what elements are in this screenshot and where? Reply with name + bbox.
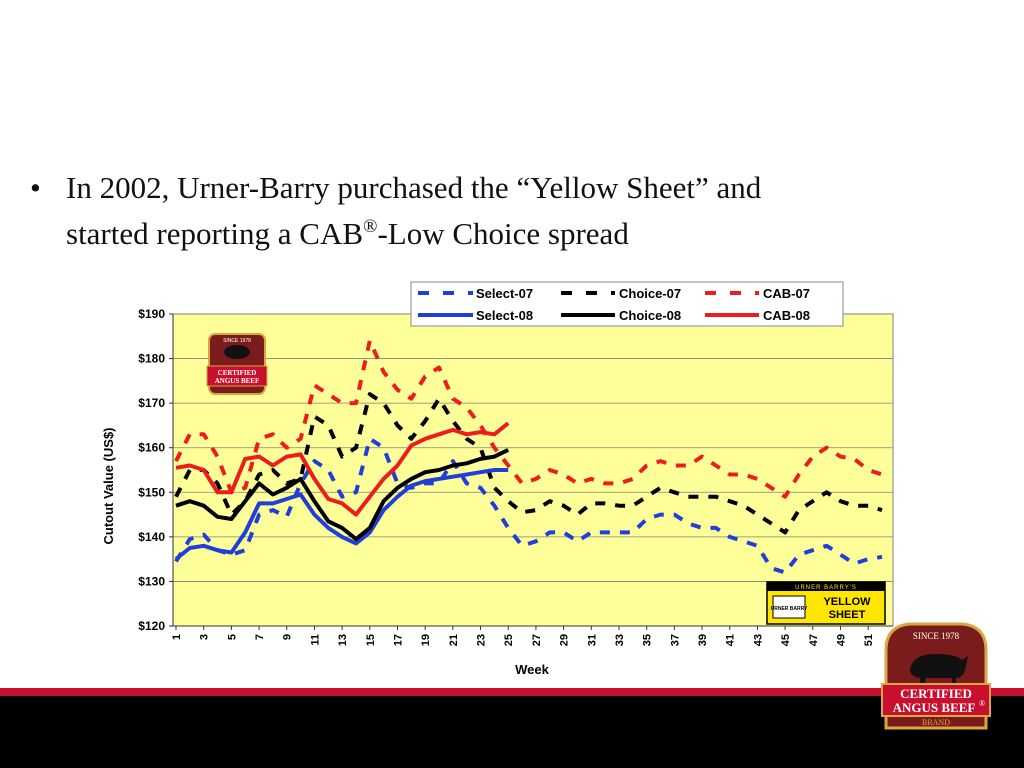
y-tick-label: $140	[138, 530, 165, 544]
steer-icon	[224, 345, 250, 359]
footer-red-stripe	[0, 688, 1024, 696]
bullet-text: In 2002, Urner-Barry purchased the “Yell…	[66, 165, 761, 257]
y-tick-label: $180	[138, 352, 165, 366]
x-tick-label: 33	[614, 634, 626, 646]
yellow-sheet-word-1: YELLOW	[823, 596, 871, 608]
x-tick-label: 13	[337, 634, 349, 646]
y-axis-label: Cutout Value (US$)	[101, 427, 116, 544]
x-tick-label: 29	[559, 634, 571, 646]
plot-area	[172, 313, 894, 627]
x-tick-label: 41	[725, 634, 737, 646]
x-tick-label: 49	[835, 634, 847, 646]
x-axis: 1 3 5 7 9 11 13 15 17 19 21 23 25 27 29 31 33 35 37 39 41 43 4…	[171, 625, 893, 646]
x-tick-label: 7	[254, 634, 266, 640]
registered-mark: ®	[363, 216, 378, 237]
legend-label-cab-08: CAB-08	[763, 308, 810, 323]
y-tick-label: $160	[138, 441, 165, 455]
x-tick-label: 31	[586, 634, 598, 646]
cab-small-line2: ANGUS BEEF	[215, 377, 260, 385]
x-tick-label: 11	[309, 634, 321, 646]
x-tick-label: 21	[448, 634, 460, 646]
legend-label-select-08: Select-08	[476, 308, 533, 323]
x-axis-label: Week	[515, 662, 549, 677]
x-tick-label: 27	[531, 634, 543, 646]
y-tick-label: $190	[138, 307, 165, 321]
cab-logo-brand: BRAND	[922, 718, 950, 727]
x-tick-label: 25	[503, 634, 515, 646]
y-tick-label: $120	[138, 619, 165, 633]
x-tick-label: 17	[392, 634, 404, 646]
steer-icon	[910, 654, 968, 688]
series-line-select-08	[174, 468, 509, 561]
x-tick-label: 35	[642, 634, 654, 646]
legend-label-choice-07: Choice-07	[619, 286, 681, 301]
footer-black-bar	[0, 696, 1024, 768]
x-tick-label: 37	[669, 634, 681, 646]
series	[174, 338, 883, 575]
y-axis: $120 $130 $140 $150 $160 $170 $180 $190	[138, 307, 174, 633]
bullet-point: • In 2002, Urner-Barry purchased the “Ye…	[30, 165, 990, 257]
x-tick-label: 19	[420, 634, 432, 646]
yellow-sheet-logo: URNER BARRY'S URNER BARRY YELLOW SHEET	[766, 581, 886, 625]
yellow-sheet-small: URNER BARRY	[771, 606, 808, 612]
legend-label-cab-07: CAB-07	[763, 286, 810, 301]
cab-small-since: SINCE 1978	[223, 338, 251, 344]
x-tick-label: 43	[752, 634, 764, 646]
cab-logo-reg: ®	[979, 699, 985, 708]
cab-logo-line2: ANGUS BEEF	[893, 700, 976, 715]
series-line-cab-08	[175, 421, 510, 517]
legend-label-choice-08: Choice-08	[619, 308, 681, 323]
bullet-line-2-prefix: started reporting a CAB	[66, 216, 364, 251]
cab-logo-line1: CERTIFIED	[900, 686, 972, 701]
legend-label-select-07: Select-07	[476, 286, 533, 301]
x-tick-label: 39	[697, 634, 709, 646]
x-tick-label: 15	[365, 634, 377, 646]
cutout-value-chart: $120$130$140$150$160$170$180$190 1 3 5 7 9 11…	[101, 281, 894, 677]
yellow-sheet-top: URNER BARRY'S	[795, 585, 857, 591]
yellow-sheet-word-2: SHEET	[829, 609, 866, 621]
cab-logo-since: SINCE 1978	[913, 631, 960, 641]
x-tick-label: 47	[808, 634, 820, 646]
bullet-line-2-suffix: -Low Choice spread	[377, 216, 629, 251]
legend: Select-07 Choice-07 CAB-07 Select-08 Cho…	[410, 281, 844, 327]
series-line-choice-08	[175, 448, 510, 542]
x-tick-label: 9	[282, 634, 294, 640]
grid	[173, 313, 893, 627]
bullet-marker: •	[30, 170, 41, 205]
x-tick-label: 23	[476, 634, 488, 646]
cab-small-line1: CERTIFIED	[218, 369, 257, 377]
y-tick-label: $150	[138, 485, 165, 499]
bullet-line-1: In 2002, Urner-Barry purchased the “Yell…	[66, 170, 762, 205]
cab-brand-logo: SINCE 1978 CERTIFIED ANGUS BEEF ® BRAND	[881, 622, 991, 730]
x-tick-label: 45	[780, 634, 792, 646]
series-line-select-07	[174, 436, 883, 575]
x-tick-label: 3	[199, 634, 211, 640]
cab-logo-small: SINCE 1978 CERTIFIED ANGUS BEEF	[206, 333, 268, 395]
y-tick-label: $170	[138, 396, 165, 410]
y-tick-label: $130	[138, 574, 165, 588]
x-tick-label: 5	[226, 634, 238, 640]
x-tick-label: 1	[171, 634, 183, 640]
x-tick-label: 51	[863, 634, 875, 646]
